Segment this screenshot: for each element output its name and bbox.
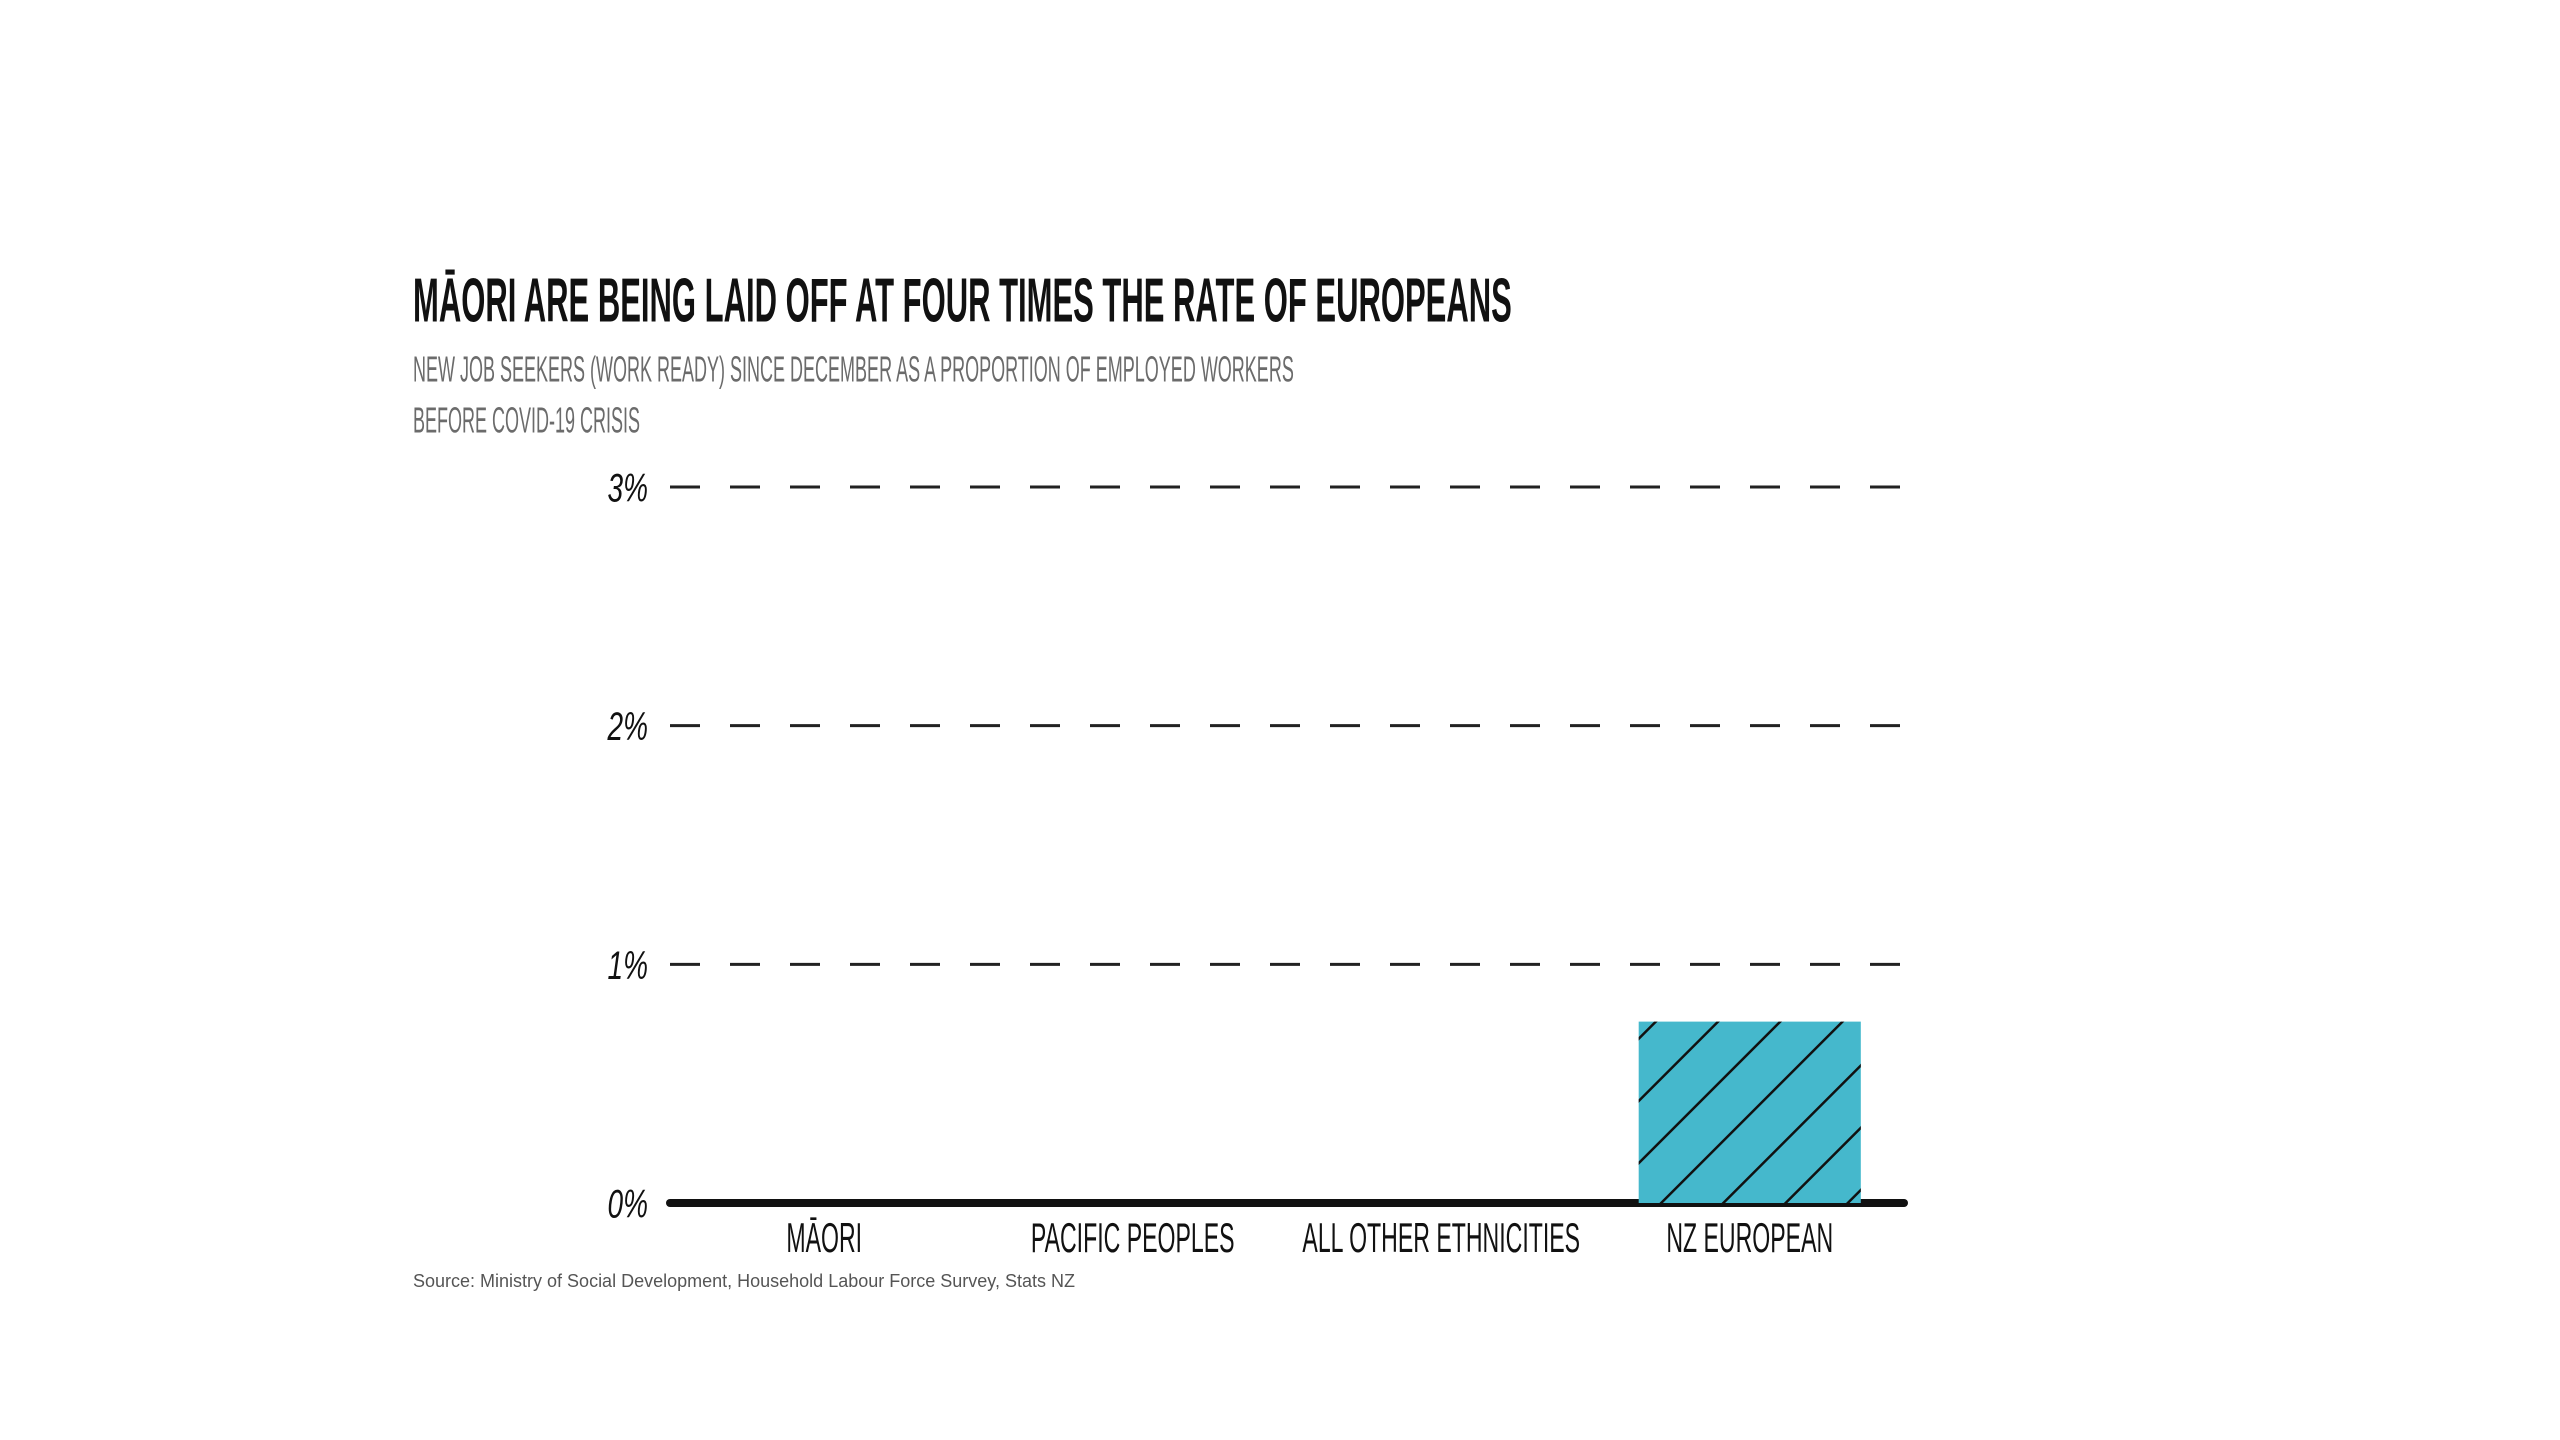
chart-subtitle: BEFORE COVID-19 CRISIS	[413, 400, 640, 441]
chart-subtitle: NEW JOB SEEKERS (WORK READY) SINCE DECEM…	[413, 349, 1294, 390]
y-tick-label: 1%	[608, 944, 648, 988]
x-tick-label: ALL OTHER ETHNICITIES	[1302, 1214, 1580, 1261]
bar-hatch	[1638, 1021, 1861, 1203]
x-tick-label: MĀORI	[786, 1214, 862, 1261]
chart-title: MĀORI ARE BEING LAID OFF AT FOUR TIMES T…	[413, 266, 1512, 335]
y-tick-label: 0%	[608, 1183, 648, 1227]
source-note: Source: Ministry of Social Development, …	[413, 1271, 1075, 1291]
y-tick-label: 3%	[608, 467, 648, 511]
y-tick-label: 2%	[607, 705, 648, 749]
x-tick-label: NZ EUROPEAN	[1666, 1214, 1833, 1261]
x-tick-label: PACIFIC PEOPLES	[1031, 1214, 1235, 1261]
